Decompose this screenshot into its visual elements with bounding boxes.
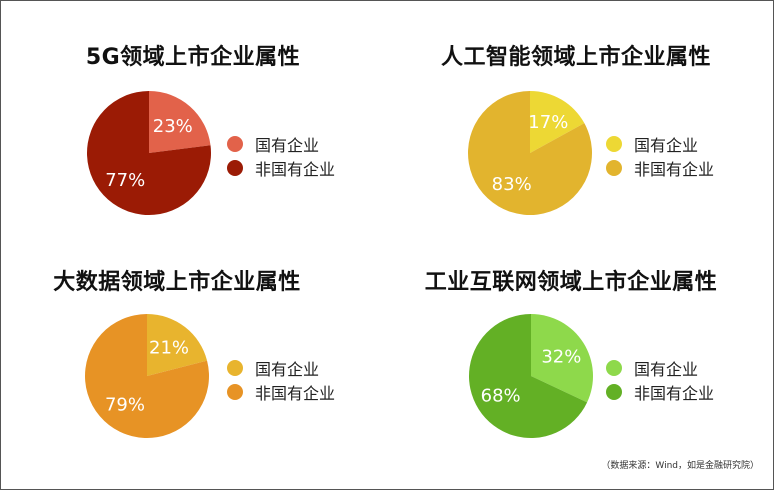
- legend: 国有企业 非国有企业: [227, 356, 377, 404]
- slice-value-label: 17%: [528, 112, 568, 133]
- legend-swatch: [227, 384, 243, 400]
- pie-slice: [469, 314, 588, 438]
- legend-label: 非国有企业: [634, 160, 715, 179]
- legend-item: 非国有企业: [606, 156, 756, 180]
- legend-swatch: [227, 160, 243, 176]
- pie-slice: [531, 314, 593, 403]
- legend-label: 非国有企业: [634, 384, 715, 403]
- legend-swatch: [606, 384, 622, 400]
- legend-swatch: [227, 360, 243, 376]
- legend-swatch: [606, 136, 622, 152]
- slice-value-label: 79%: [105, 394, 145, 415]
- legend: 国有企业 非国有企业: [606, 132, 756, 180]
- legend-label: 国有企业: [634, 136, 699, 155]
- slice-value-label: 23%: [153, 116, 193, 137]
- legend-label: 非国有企业: [255, 160, 336, 179]
- slice-value-label: 83%: [492, 174, 532, 195]
- pie-chart-ai: 17% 83%: [468, 91, 592, 215]
- pie-slice: [149, 91, 211, 153]
- pie-chart-5g: 23% 77%: [86, 91, 211, 215]
- legend-label: 国有企业: [255, 360, 320, 379]
- chart-title: 人工智能领域上市企业属性: [440, 45, 711, 70]
- legend-label: 国有企业: [634, 360, 699, 379]
- legend-item: 非国有企业: [606, 380, 756, 404]
- legend-label: 非国有企业: [255, 384, 336, 403]
- legend-item: 非国有企业: [227, 156, 377, 180]
- chart-panel-big-data: 大数据领域上市企业属性 21% 79% 国有企业 非国有企业: [7, 264, 347, 484]
- legend-item: 国有企业: [606, 132, 756, 156]
- pie-slice: [147, 314, 208, 376]
- slice-value-label: 32%: [541, 347, 581, 368]
- legend-swatch: [606, 160, 622, 176]
- legend-item: 国有企业: [227, 356, 377, 380]
- chart-panel-ai: 人工智能领域上市企业属性 17% 83% 国有企业 非国有企业: [406, 39, 746, 259]
- chart-panel-5g: 5G领域上市企业属性 23% 77% 国有企业 非国有企业: [23, 39, 363, 259]
- chart-title: 5G领域上市企业属性: [85, 45, 301, 70]
- chart-title: 工业互联网领域上市企业属性: [424, 270, 718, 295]
- legend: 国有企业 非国有企业: [606, 356, 756, 404]
- legend-swatch: [227, 136, 243, 152]
- legend-item: 非国有企业: [227, 380, 377, 404]
- slice-value-label: 21%: [149, 338, 189, 359]
- pie-slice: [468, 91, 592, 215]
- slice-value-label: 77%: [105, 170, 145, 191]
- legend-swatch: [606, 360, 622, 376]
- chart-title: 大数据领域上市企业属性: [53, 270, 301, 295]
- legend-item: 国有企业: [606, 356, 756, 380]
- legend: 国有企业 非国有企业: [227, 132, 377, 180]
- pie-slice: [86, 91, 211, 215]
- source-note: （数据来源：Wind，如是金融研究院）: [601, 461, 759, 471]
- legend-label: 国有企业: [255, 136, 320, 155]
- pie-slice: [85, 314, 209, 438]
- legend-item: 国有企业: [227, 132, 377, 156]
- chart-panel-industrial-internet: 工业互联网领域上市企业属性 32% 68% 国有企业 非国有企业: [401, 264, 741, 484]
- slice-value-label: 68%: [481, 385, 521, 406]
- pie-chart-big-data: 21% 79%: [85, 314, 209, 438]
- pie-slice: [530, 91, 585, 153]
- pie-chart-industrial-internet: 32% 68%: [469, 314, 593, 438]
